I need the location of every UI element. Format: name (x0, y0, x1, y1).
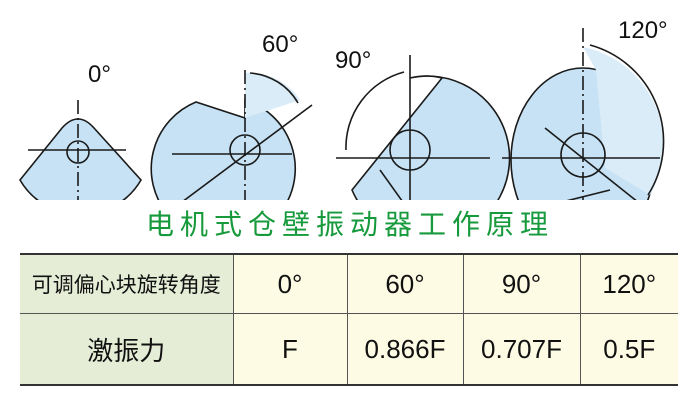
table-cell: 0.5F (579, 313, 678, 385)
table-cell: 0.707F (462, 313, 581, 385)
table-cell: 90° (462, 254, 581, 314)
row-header: 可调偏心块旋转角度 (20, 254, 234, 314)
table-row: 激振力 F 0.866F 0.707F 0.5F (20, 313, 678, 385)
table-cell: 60° (346, 254, 464, 314)
diagram-label: 120° (618, 17, 668, 44)
diagram-60deg (150, 70, 313, 200)
diagram-120deg (502, 28, 665, 200)
diagram-title: 电机式仓壁振动器工作原理 (145, 208, 554, 241)
eccentric-block-diagrams: 0° 60° 90° 120° (19, 17, 668, 200)
force-table: 可调偏心块旋转角度 0° 60° 90° 120° 激振力 F 0.866F 0… (20, 253, 678, 386)
table-cell: F (232, 313, 348, 385)
diagram-90deg (336, 55, 511, 200)
table-row: 可调偏心块旋转角度 0° 60° 90° 120° (20, 254, 678, 314)
table-cell: 0.866F (346, 313, 464, 385)
table-cell: 120° (579, 254, 678, 314)
diagram-label: 60° (262, 31, 298, 58)
diagram-label: 0° (88, 61, 111, 88)
table-cell: 0° (232, 254, 348, 314)
diagram-label: 90° (335, 47, 371, 74)
diagram-0deg (19, 100, 142, 200)
row-header: 激振力 (20, 313, 234, 385)
